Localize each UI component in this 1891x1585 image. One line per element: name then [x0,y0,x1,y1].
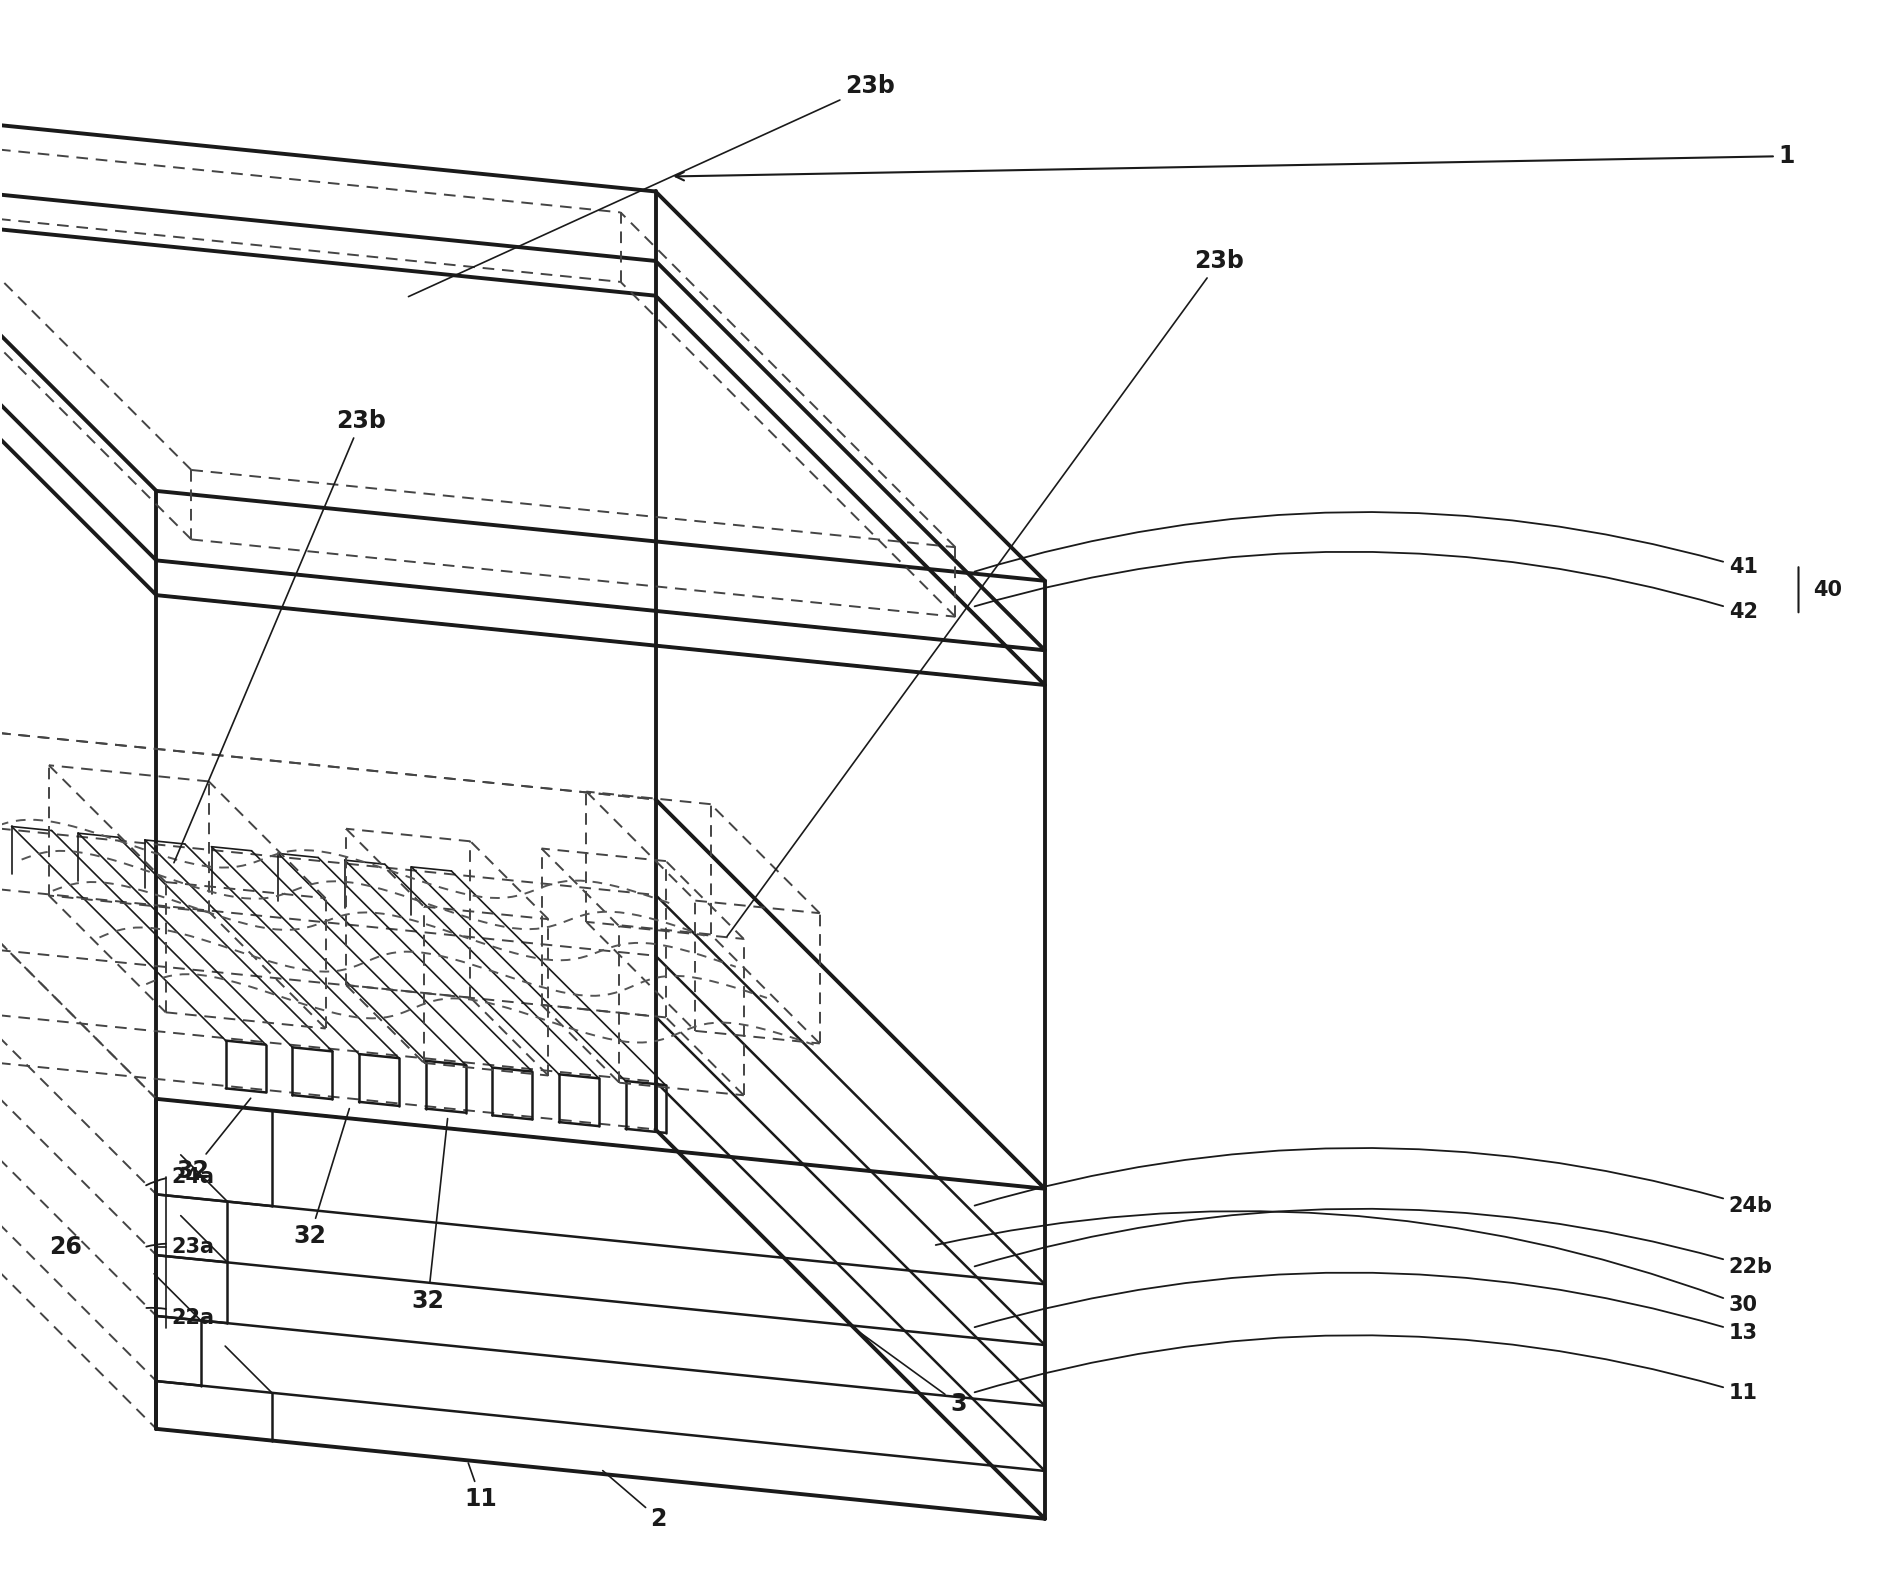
Text: 22b: 22b [974,1209,1772,1278]
Text: 1: 1 [675,144,1795,181]
Text: 23a: 23a [146,1238,214,1257]
Text: 30: 30 [936,1211,1757,1316]
Text: 11: 11 [465,1463,497,1511]
Text: 23b: 23b [174,409,386,862]
Text: 32: 32 [176,1098,252,1182]
Text: 32: 32 [412,1119,448,1312]
Text: 26: 26 [49,1235,81,1260]
Text: 22a: 22a [146,1308,214,1328]
Text: 42: 42 [974,552,1757,623]
Text: 24b: 24b [974,1148,1772,1216]
Text: 41: 41 [974,512,1757,577]
Text: 3: 3 [857,1331,966,1415]
Text: 13: 13 [974,1273,1757,1342]
Text: 2: 2 [603,1471,668,1531]
Text: 32: 32 [293,1108,350,1247]
Text: 11: 11 [974,1335,1757,1403]
Text: 23b: 23b [726,249,1244,937]
Text: 24a: 24a [146,1167,214,1187]
Text: 40: 40 [1813,580,1842,599]
Text: 23b: 23b [408,74,894,296]
